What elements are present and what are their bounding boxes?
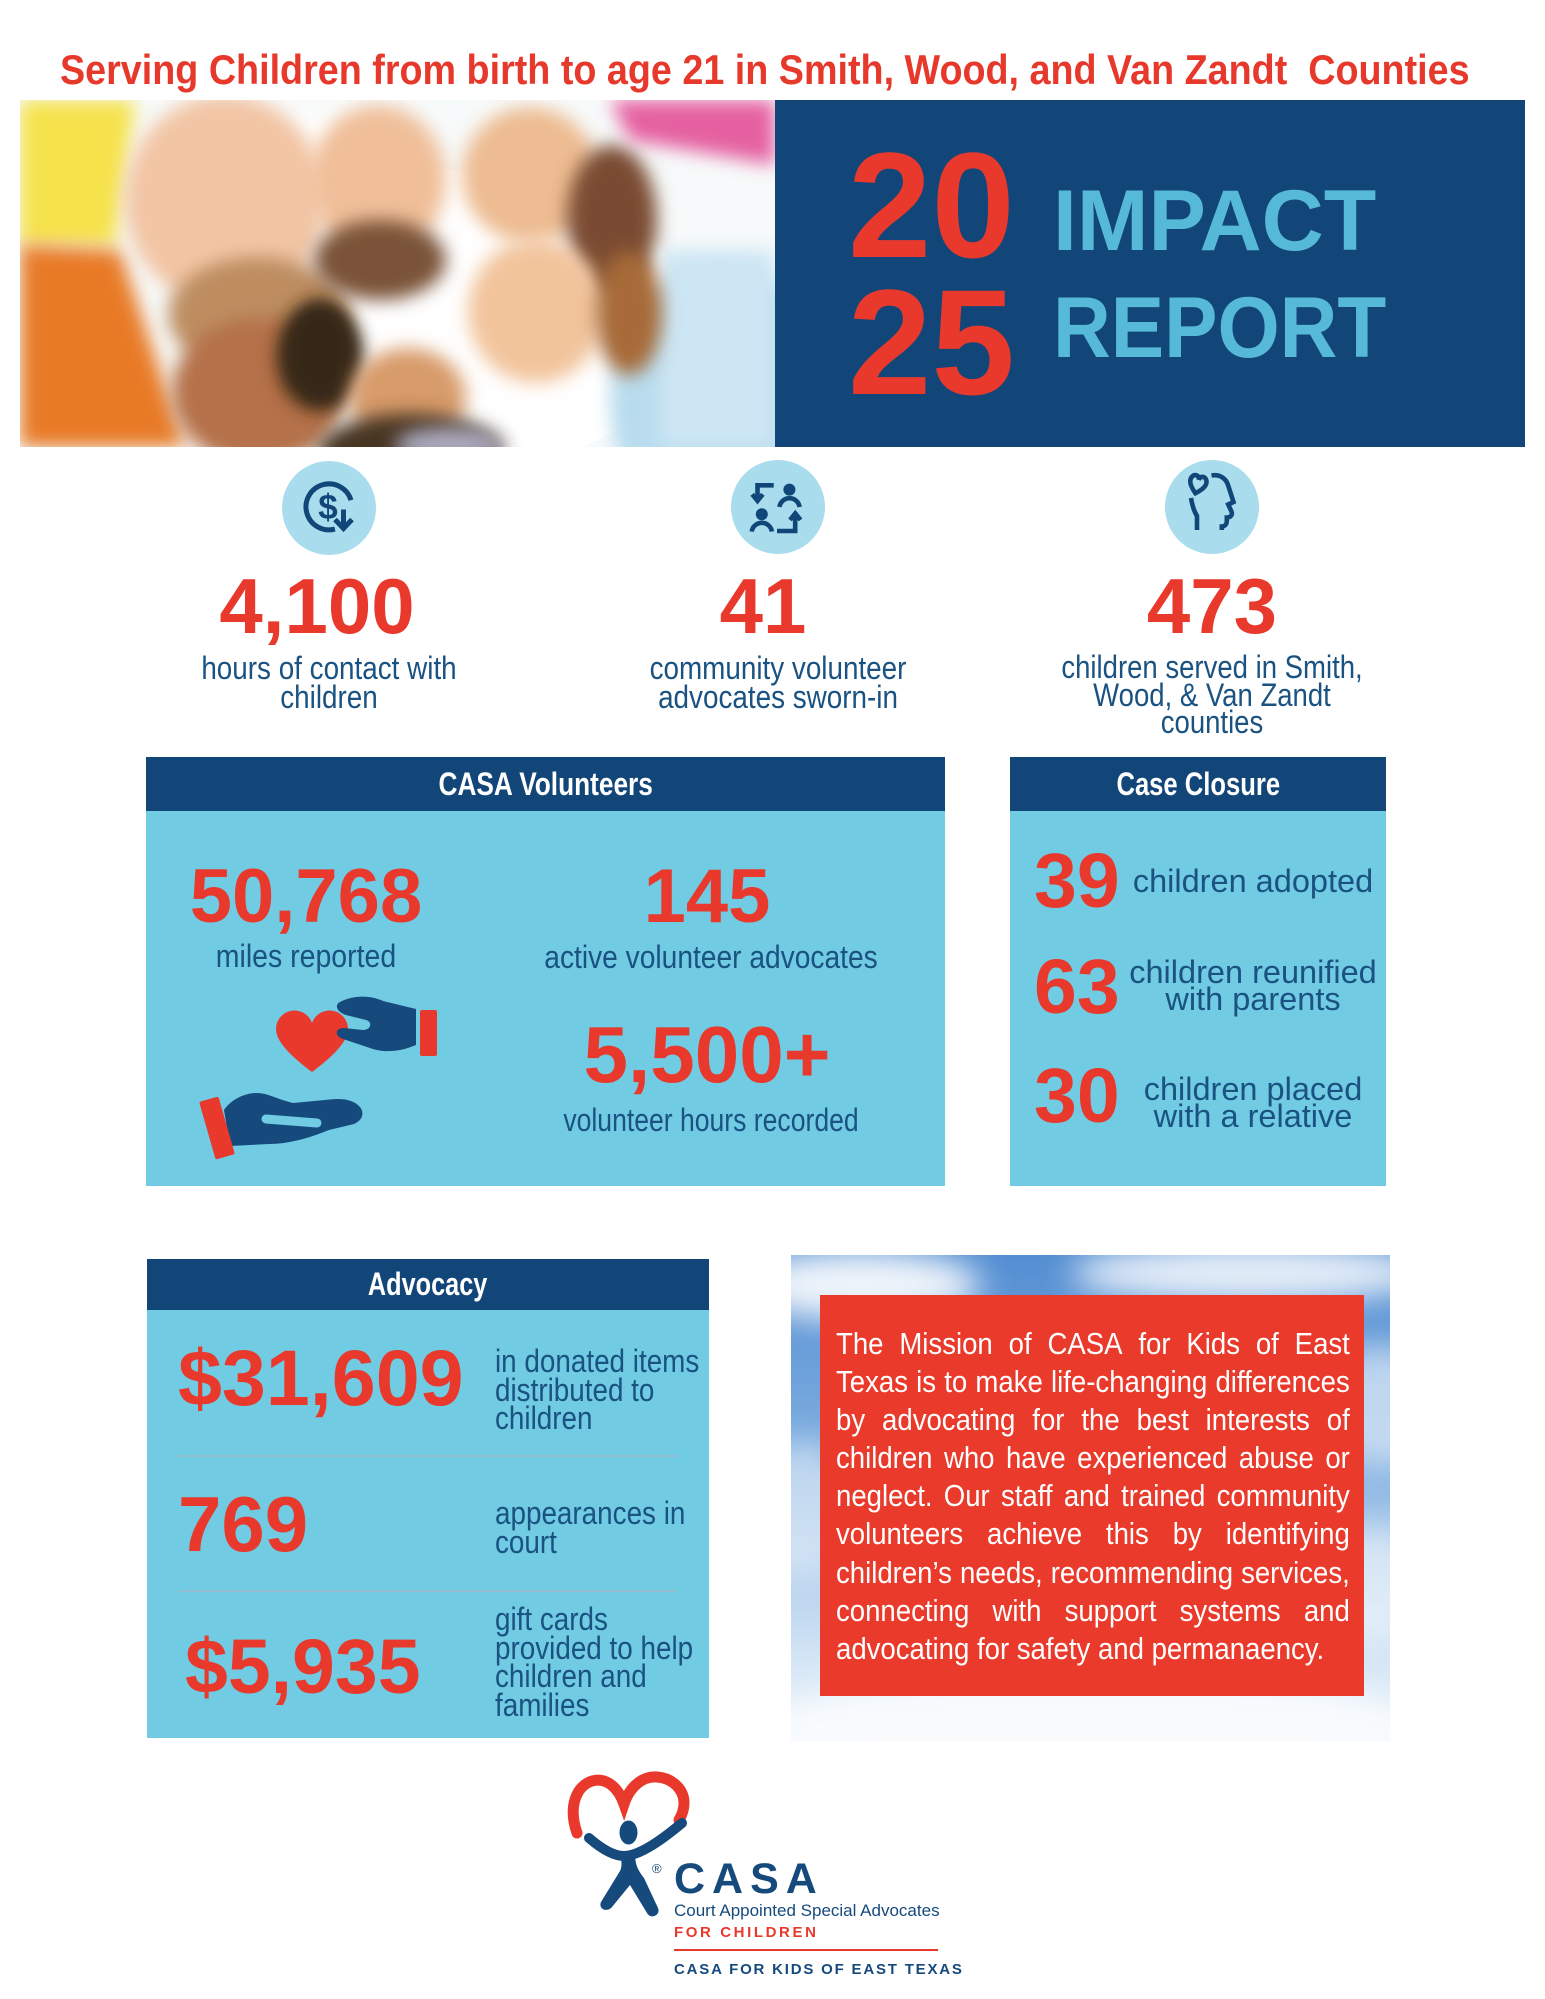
svg-text:Court Appointed Special Advoca: Court Appointed Special Advocates: [674, 1901, 940, 1920]
svg-text:$: $: [318, 488, 337, 527]
svg-text:FOR CHILDREN: FOR CHILDREN: [674, 1924, 819, 1941]
svg-text:CASA FOR KIDS OF EAST TEXAS: CASA FOR KIDS OF EAST TEXAS: [674, 1961, 964, 1978]
svg-text:®: ®: [652, 1861, 662, 1876]
svg-text:CASA: CASA: [674, 1855, 824, 1903]
